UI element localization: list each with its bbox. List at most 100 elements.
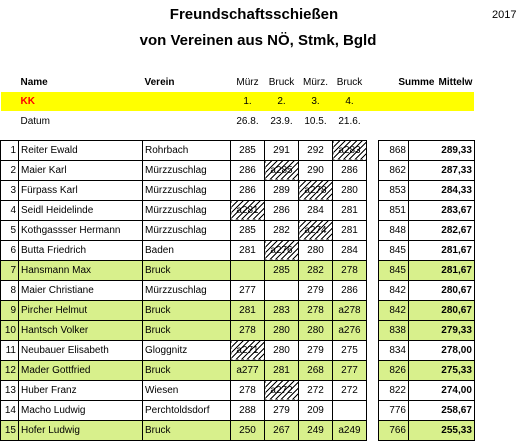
round-4-score-cell[interactable]: 272 — [332, 379, 367, 401]
row-index-cell[interactable]: 13 — [0, 379, 19, 401]
round-2-score-cell[interactable]: 286 — [264, 199, 299, 221]
row-index-cell[interactable]: 1 — [0, 139, 19, 161]
round-4-score-cell[interactable]: 277 — [332, 359, 367, 381]
average-cell[interactable]: 274,00 — [408, 379, 475, 401]
round-3-score-cell[interactable]: 249 — [298, 419, 333, 441]
round-2-score-cell[interactable]: 282 — [264, 219, 299, 241]
datum-round-3[interactable]: 10.5. — [304, 115, 327, 127]
round-4-score-cell[interactable]: 286 — [332, 159, 367, 181]
sum-cell[interactable]: 848 — [378, 219, 409, 241]
sum-cell[interactable]: 862 — [378, 159, 409, 181]
average-cell[interactable]: 258,67 — [408, 399, 475, 421]
club-cell[interactable]: Bruck — [142, 319, 231, 341]
round-3-score-cell[interactable]: 278 — [298, 299, 333, 321]
shooter-name-cell[interactable]: Hantsch Volker — [18, 319, 143, 341]
round-2-score-cell[interactable]: 283 — [264, 299, 299, 321]
round-4-score-cell[interactable]: 286 — [332, 279, 367, 301]
sum-cell[interactable]: 766 — [378, 419, 409, 441]
round-1-score-cell[interactable]: 285 — [230, 219, 265, 241]
round-1-score-cell[interactable]: 285 — [230, 139, 265, 161]
kk-round-2[interactable]: 2. — [264, 92, 299, 111]
row-index-cell[interactable]: 15 — [0, 419, 19, 441]
club-cell[interactable]: Mürzzuschlag — [142, 159, 231, 181]
round-2-score-cell[interactable]: a272 — [264, 379, 299, 401]
average-cell[interactable]: 280,67 — [408, 279, 475, 301]
shooter-name-cell[interactable]: Neubauer Elisabeth — [18, 339, 143, 361]
round-2-score-cell[interactable]: 279 — [264, 399, 299, 421]
row-index-cell[interactable]: 6 — [0, 239, 19, 261]
sum-cell[interactable]: 845 — [378, 239, 409, 261]
round-3-score-cell[interactable]: 290 — [298, 159, 333, 181]
round-2-score-cell[interactable]: a285 — [264, 159, 299, 181]
round-3-score-cell[interactable]: 279 — [298, 279, 333, 301]
round-1-score-cell[interactable]: 277 — [230, 279, 265, 301]
round-4-score-cell[interactable]: 278 — [332, 259, 367, 281]
round-4-score-cell[interactable]: 275 — [332, 339, 367, 361]
round-1-score-cell[interactable]: a277 — [230, 359, 265, 381]
round-3-score-cell[interactable]: 282 — [298, 259, 333, 281]
club-cell[interactable]: Bruck — [142, 359, 231, 381]
club-cell[interactable]: Bruck — [142, 419, 231, 441]
shooter-name-cell[interactable]: Pircher Helmut — [18, 299, 143, 321]
sum-cell[interactable]: 838 — [378, 319, 409, 341]
kk-label[interactable]: KK — [18, 92, 143, 111]
round-2-score-cell[interactable]: 289 — [264, 179, 299, 201]
round-3-score-cell[interactable]: 268 — [298, 359, 333, 381]
sum-cell[interactable]: 834 — [378, 339, 409, 361]
sum-cell[interactable]: 853 — [378, 179, 409, 201]
average-cell[interactable]: 281,67 — [408, 239, 475, 261]
round-4-score-cell[interactable]: 281 — [332, 219, 367, 241]
club-cell[interactable]: Mürzzuschlag — [142, 199, 231, 221]
shooter-name-cell[interactable]: Macho Ludwig — [18, 399, 143, 421]
header-round-3[interactable]: Mürz. — [303, 76, 328, 88]
round-2-score-cell[interactable]: 281 — [264, 359, 299, 381]
kk-round-1[interactable]: 1. — [230, 92, 265, 111]
row-index-cell[interactable]: 7 — [0, 259, 19, 281]
club-cell[interactable]: Bruck — [142, 259, 231, 281]
row-index-cell[interactable]: 5 — [0, 219, 19, 241]
sum-cell[interactable]: 776 — [378, 399, 409, 421]
row-index-cell[interactable]: 14 — [0, 399, 19, 421]
average-cell[interactable]: 278,00 — [408, 339, 475, 361]
round-3-score-cell[interactable]: 284 — [298, 199, 333, 221]
round-1-score-cell[interactable]: 278 — [230, 319, 265, 341]
row-index-cell[interactable]: 3 — [0, 179, 19, 201]
round-1-score-cell[interactable]: 286 — [230, 159, 265, 181]
row-index-cell[interactable]: 4 — [0, 199, 19, 221]
header-round-2[interactable]: Bruck — [268, 76, 295, 88]
average-cell[interactable]: 280,67 — [408, 299, 475, 321]
header-round-1[interactable]: Mürz — [236, 76, 259, 88]
round-1-score-cell[interactable] — [230, 259, 265, 281]
average-cell[interactable]: 275,33 — [408, 359, 475, 381]
kk-round-3[interactable]: 3. — [298, 92, 333, 111]
round-3-score-cell[interactable]: 279 — [298, 339, 333, 361]
average-cell[interactable]: 289,33 — [408, 139, 475, 161]
shooter-name-cell[interactable]: Hofer Ludwig — [18, 419, 143, 441]
round-4-score-cell[interactable]: a283 — [332, 139, 367, 161]
header-summe[interactable]: Summe — [398, 76, 435, 88]
row-index-cell[interactable]: 10 — [0, 319, 19, 341]
round-1-score-cell[interactable]: 278 — [230, 379, 265, 401]
header-round-4[interactable]: Bruck — [336, 76, 363, 88]
datum-round-4[interactable]: 21.6. — [338, 115, 361, 127]
sum-cell[interactable]: 822 — [378, 379, 409, 401]
sum-cell[interactable]: 851 — [378, 199, 409, 221]
average-cell[interactable]: 283,67 — [408, 199, 475, 221]
shooter-name-cell[interactable]: Butta Friedrich — [18, 239, 143, 261]
round-3-score-cell[interactable]: 272 — [298, 379, 333, 401]
round-3-score-cell[interactable]: 209 — [298, 399, 333, 421]
club-cell[interactable]: Gloggnitz — [142, 339, 231, 361]
sum-cell[interactable]: 845 — [378, 259, 409, 281]
club-cell[interactable]: Baden — [142, 239, 231, 261]
average-cell[interactable]: 282,67 — [408, 219, 475, 241]
round-4-score-cell[interactable]: a278 — [332, 299, 367, 321]
round-3-score-cell[interactable]: a274 — [298, 219, 333, 241]
sum-cell[interactable]: 842 — [378, 299, 409, 321]
row-index-cell[interactable]: 12 — [0, 359, 19, 381]
round-2-score-cell[interactable]: a276 — [264, 239, 299, 261]
average-cell[interactable]: 279,33 — [408, 319, 475, 341]
datum-label[interactable]: Datum — [20, 115, 50, 127]
club-cell[interactable]: Perchtoldsdorf — [142, 399, 231, 421]
round-3-score-cell[interactable]: 280 — [298, 319, 333, 341]
shooter-name-cell[interactable]: Mader Gottfried — [18, 359, 143, 381]
